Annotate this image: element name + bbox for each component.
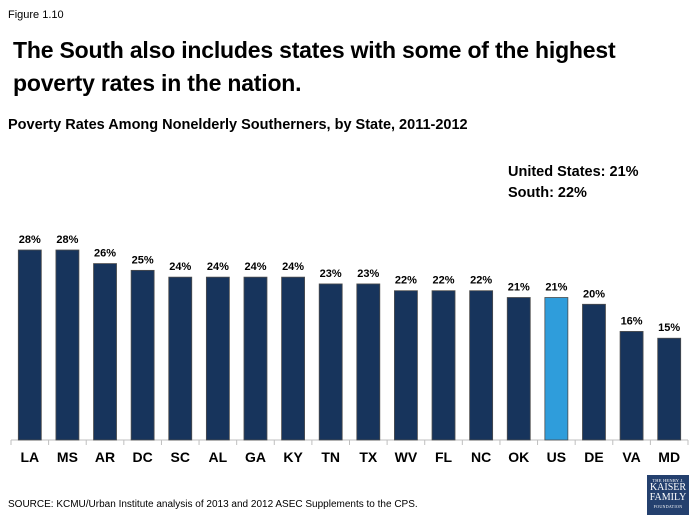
data-label-tx: 23% xyxy=(357,268,379,280)
x-tick-label-ga: GA xyxy=(245,449,266,465)
x-tick-label-us: US xyxy=(547,449,566,465)
bar-nc xyxy=(469,290,494,441)
bar-fl xyxy=(431,290,456,441)
x-tick-label-ky: KY xyxy=(283,449,303,465)
x-tick-label-ar: AR xyxy=(95,449,115,465)
x-tick-label-tx: TX xyxy=(359,449,378,465)
bar-tx xyxy=(356,283,381,441)
logo-line-4: FOUNDATION xyxy=(653,504,683,509)
data-label-dc: 25% xyxy=(132,254,154,266)
bar-chart: 28% LA 28% MS 26% AR 25% DC 24% SC 24% AL 24% GA 24% KY… xyxy=(10,234,689,465)
x-tick-label-md: MD xyxy=(658,449,680,465)
bar-ga xyxy=(243,276,268,441)
logo-line-2: KAISER xyxy=(649,482,687,493)
data-label-ok: 21% xyxy=(508,282,530,294)
data-label-ar: 26% xyxy=(94,248,116,260)
data-label-va: 16% xyxy=(621,315,643,327)
x-tick-label-ok: OK xyxy=(508,449,529,465)
x-tick-label-de: DE xyxy=(584,449,603,465)
data-label-la: 28% xyxy=(19,234,41,246)
figure-label: Figure 1.10 xyxy=(8,9,64,21)
data-label-nc: 22% xyxy=(470,275,492,287)
data-label-fl: 22% xyxy=(433,275,455,287)
x-tick-label-sc: SC xyxy=(171,449,190,465)
bar-md xyxy=(657,337,682,441)
us-rate-text: United States: 21% xyxy=(508,164,639,180)
bar-wv xyxy=(394,290,418,441)
logo-line-1: THE HENRY J. xyxy=(652,478,684,483)
bar-ok xyxy=(506,297,531,441)
chart-title: Poverty Rates Among Nonelderly Southerne… xyxy=(8,117,468,133)
x-tick-label-wv: WV xyxy=(395,449,418,465)
data-label-al: 24% xyxy=(207,261,229,273)
data-label-us: 21% xyxy=(545,282,567,294)
bar-de xyxy=(582,303,606,441)
data-label-tn: 23% xyxy=(320,268,342,280)
bar-ms xyxy=(55,249,80,441)
x-tick-label-fl: FL xyxy=(435,449,453,465)
x-tick-label-tn: TN xyxy=(321,449,340,465)
bar-la xyxy=(17,249,42,441)
data-label-de: 20% xyxy=(583,288,605,300)
bar-tn xyxy=(318,283,343,441)
bar-ky xyxy=(281,276,305,441)
data-label-sc: 24% xyxy=(169,261,191,273)
bar-va xyxy=(619,331,644,441)
summary-stats: United States: 21% South: 22% xyxy=(508,162,639,204)
logo-line-3: FAMILY xyxy=(649,492,687,503)
data-label-md: 15% xyxy=(658,322,680,334)
x-tick-label-la: LA xyxy=(20,449,39,465)
bar-sc xyxy=(168,276,193,441)
x-tick-label-ms: MS xyxy=(57,449,78,465)
data-label-ms: 28% xyxy=(56,234,78,246)
data-label-ky: 24% xyxy=(282,261,304,273)
data-label-wv: 22% xyxy=(395,275,417,287)
bar-ar xyxy=(93,263,117,441)
x-tick-label-nc: NC xyxy=(471,449,491,465)
bar-al xyxy=(205,276,230,441)
x-tick-label-va: VA xyxy=(622,449,640,465)
south-rate-text: South: 22% xyxy=(508,185,587,201)
source-note: SOURCE: KCMU/Urban Institute analysis of… xyxy=(8,499,418,510)
page-headline: The South also includes states with some… xyxy=(13,37,616,96)
bar-dc xyxy=(130,269,155,441)
x-tick-label-dc: DC xyxy=(133,449,153,465)
x-tick-label-al: AL xyxy=(209,449,228,465)
bar-us xyxy=(544,297,569,441)
kff-logo: THE HENRY J. KAISER FAMILY FOUNDATION xyxy=(647,475,689,515)
data-label-ga: 24% xyxy=(244,261,266,273)
